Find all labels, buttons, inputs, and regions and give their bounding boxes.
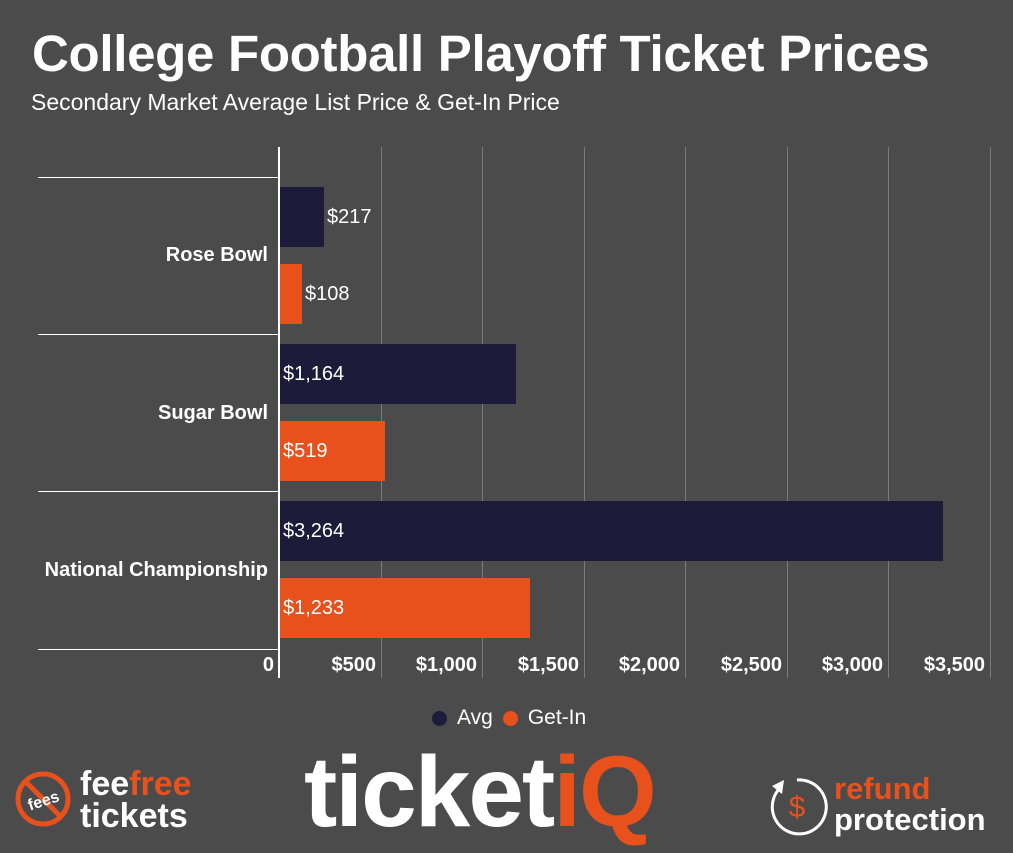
- ticketiq-logo: ticketiQ: [304, 742, 657, 842]
- category-label-sugar-bowl: Sugar Bowl: [157, 402, 268, 424]
- legend-avg-label: Avg: [457, 706, 493, 729]
- bar-sugar-bowl-avg: [280, 344, 516, 404]
- feefree-fee-text: fee: [80, 765, 130, 803]
- bar-rose-bowl-getin: [280, 264, 302, 324]
- value-label-national-championship-avg: $3,264: [283, 520, 345, 542]
- ticketiq-iq-text: iQ: [553, 736, 657, 848]
- protection-text: protection: [834, 802, 986, 837]
- legend-avg-swatch-icon: [432, 710, 447, 726]
- category-separator: [38, 649, 278, 650]
- value-label-rose-bowl-avg: $217: [327, 206, 372, 228]
- gridline-3500: [990, 147, 991, 678]
- bar-sugar-bowl-getin: [280, 421, 385, 481]
- category-separator: [38, 334, 278, 335]
- category-label-rose-bowl: Rose Bowl: [165, 244, 268, 266]
- value-label-national-championship-getin: $1,233: [283, 597, 345, 619]
- feefree-free-text: free: [129, 765, 192, 803]
- value-label-sugar-bowl-avg: $1,164: [283, 363, 345, 385]
- category-separator: [38, 491, 278, 492]
- bar-national-championship-getin: [280, 578, 530, 638]
- value-label-rose-bowl-getin: $108: [305, 283, 350, 305]
- gridline-500: [381, 147, 382, 678]
- category-label-national-championship: National Championship: [44, 559, 268, 581]
- svg-text:$: $: [789, 791, 806, 824]
- bar-national-championship-avg: [280, 501, 943, 561]
- refund-protection-logo: refund protection: [834, 773, 986, 835]
- gridline-2000: [685, 147, 686, 678]
- no-fees-icon: fees: [14, 770, 72, 833]
- category-separator: [38, 177, 278, 178]
- chart-subtitle: Secondary Market Average List Price & Ge…: [31, 89, 560, 115]
- gridline-1500: [584, 147, 585, 678]
- legend-getin-label: Get-In: [527, 706, 587, 729]
- feefree-tickets-logo: feefree tickets: [80, 765, 192, 835]
- x-tick-1500: $1,500: [517, 654, 579, 676]
- value-label-sugar-bowl-getin: $519: [283, 440, 328, 462]
- x-tick-0: 0: [262, 654, 274, 676]
- ticketiq-ticket-text: ticket: [304, 736, 555, 848]
- legend-getin-swatch-icon: [502, 710, 518, 726]
- feefree-tickets-text: tickets: [80, 797, 188, 835]
- x-tick-3500: $3,500: [923, 654, 985, 676]
- bar-chart: Rose Bowl Sugar Bowl National Championsh…: [38, 147, 991, 678]
- refund-dollar-icon: $: [766, 776, 828, 841]
- refund-text: refund: [834, 771, 931, 806]
- x-tick-2000: $2,000: [618, 654, 680, 676]
- y-axis-line: [278, 147, 280, 678]
- x-tick-500: $500: [331, 654, 377, 676]
- bar-rose-bowl-avg: [280, 187, 324, 247]
- gridline-3000: [888, 147, 889, 678]
- x-tick-2500: $2,500: [720, 654, 782, 676]
- chart-title: College Football Playoff Ticket Prices: [32, 25, 930, 82]
- chart-legend: Avg Get-In: [432, 706, 596, 730]
- x-tick-3000: $3,000: [821, 654, 883, 676]
- gridline-1000: [482, 147, 483, 678]
- x-tick-1000: $1,000: [415, 654, 477, 676]
- gridline-2500: [787, 147, 788, 678]
